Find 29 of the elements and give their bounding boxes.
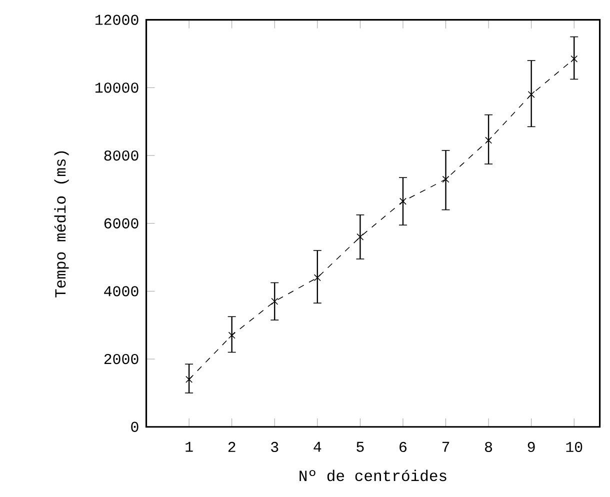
x-tick-label: 5 (356, 442, 364, 452)
y-tick-label: 6000 (104, 218, 138, 228)
x-axis-title: Nº de centróides (300, 470, 446, 482)
y-tick-label: 12000 (95, 14, 138, 25)
x-tick-label: 6 (400, 442, 406, 452)
point (485, 136, 492, 144)
x-tick-label: 1 (186, 442, 193, 452)
x-tick-label: 8 (485, 442, 492, 452)
y-axis-title: Tempo médio (ms) (54, 151, 69, 298)
point (399, 198, 406, 205)
x-tick-label: 7 (442, 442, 450, 452)
point (186, 376, 193, 383)
x-tick-label: 2 (228, 442, 236, 452)
point (570, 55, 578, 62)
point (528, 90, 535, 98)
x-tick-label: 3 (271, 442, 278, 452)
x-tick-label: 9 (528, 442, 535, 452)
point (442, 176, 450, 183)
point (271, 298, 278, 305)
point (314, 274, 321, 282)
y-tick-label: 0 (131, 422, 138, 432)
point (228, 332, 236, 339)
x-tick-label: 4 (314, 442, 322, 452)
y-tick-label: 4000 (104, 286, 138, 296)
y-tick-label: 8000 (104, 150, 138, 161)
y-tick-label: 2000 (104, 354, 138, 364)
y-tick-label: 10000 (95, 82, 138, 93)
x-tick-label: 10 (566, 442, 582, 452)
point (356, 233, 364, 240)
